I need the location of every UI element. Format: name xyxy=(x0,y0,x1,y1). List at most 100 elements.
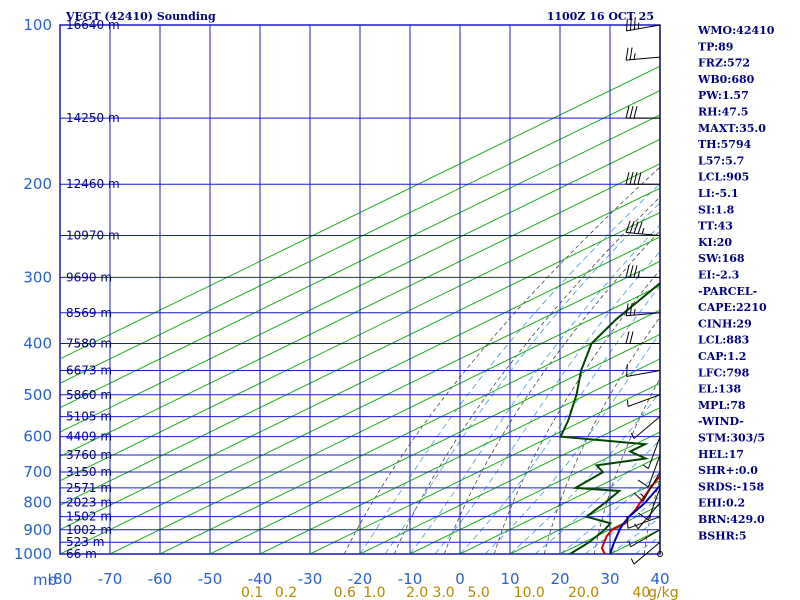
wind-barb-flag xyxy=(626,364,628,377)
wind-barb-flag xyxy=(629,331,634,344)
isotherm-0 xyxy=(459,455,660,554)
wind-barb xyxy=(625,106,660,119)
wind-barb-flag xyxy=(633,106,638,119)
wind-barb-flag xyxy=(625,220,631,233)
pressure-tick-label: 300 xyxy=(23,268,52,286)
pressure-tick-label: 800 xyxy=(23,494,52,512)
pressure-tick-label: 700 xyxy=(23,463,52,481)
wind-barb xyxy=(625,331,660,344)
height-label: 523 m xyxy=(66,535,104,549)
wind-barb-half xyxy=(642,464,649,470)
index-row: CINH:29 xyxy=(698,317,752,330)
wind-barb-staff xyxy=(626,232,661,237)
temperature-tick-label: 40 xyxy=(650,570,669,588)
isotherm--140 xyxy=(60,114,660,409)
pressure-tick-label: 400 xyxy=(23,334,52,352)
wind-barb xyxy=(637,454,661,488)
wind-barb xyxy=(625,265,660,278)
wind-barb-half xyxy=(633,53,636,60)
isotherm--160 xyxy=(60,65,660,360)
height-label: 1502 m xyxy=(66,510,112,524)
wind-barb xyxy=(657,551,663,557)
pressure-tick-label: 100 xyxy=(23,16,52,34)
wind-barb-staff xyxy=(626,312,661,317)
height-label: 4409 m xyxy=(66,430,112,444)
pressure-tick-label: 200 xyxy=(23,175,52,193)
pressure-tick-label: 500 xyxy=(23,386,52,404)
pressure-unit-label: mb xyxy=(33,571,57,589)
index-row: LCL:883 xyxy=(698,334,749,347)
index-row: SHR+:0.0 xyxy=(698,464,758,477)
wind-barb-half xyxy=(630,432,635,439)
wind-barb-flag xyxy=(629,303,633,316)
index-row: LFC:798 xyxy=(698,366,750,379)
height-label: 8569 m xyxy=(66,306,112,320)
height-label: 2571 m xyxy=(66,481,112,495)
index-row: TP:89 xyxy=(698,40,733,53)
index-row: RH:47.5 xyxy=(698,106,748,119)
wind-barb-flag xyxy=(637,221,643,234)
wind-barb xyxy=(625,220,661,237)
mixing-ratio-label: 40 xyxy=(632,585,650,600)
mixing-ratio-label: 3.0 xyxy=(432,585,454,600)
isotherm--130 xyxy=(60,138,660,433)
height-label: 10970 m xyxy=(66,229,120,243)
wind-barb-flag xyxy=(625,172,630,185)
height-label: 3150 m xyxy=(66,465,112,479)
index-row: LCL:905 xyxy=(698,171,749,184)
wind-barb xyxy=(625,47,661,61)
wind-barb xyxy=(626,364,661,377)
wind-barb xyxy=(626,515,661,529)
wind-barb-staff xyxy=(637,502,661,530)
isotherm--90 xyxy=(60,236,660,531)
wind-barb-flag xyxy=(629,106,634,119)
isotherm--80 xyxy=(60,260,660,554)
mixing-ratio-label: 0.6 xyxy=(334,585,356,600)
mixing-ratio-label: 5.0 xyxy=(467,585,489,600)
height-label: 5860 m xyxy=(66,388,112,402)
index-row: CAPE:2210 xyxy=(698,301,767,314)
index-row: BRN:429.0 xyxy=(698,513,765,526)
wind-barb-staff xyxy=(633,416,661,439)
wind-barb-flag xyxy=(633,172,638,185)
parcel-line xyxy=(609,484,660,554)
isotherm--60 xyxy=(159,309,660,554)
wind-barb-half xyxy=(637,271,640,278)
wind-barb xyxy=(630,416,661,439)
isotherm--20 xyxy=(359,407,660,554)
height-label: 9690 m xyxy=(66,270,112,284)
temperature-line xyxy=(600,474,660,554)
wind-barb-flag xyxy=(629,47,633,60)
height-label: 16640 m xyxy=(66,18,120,32)
moist-adiabat-0 xyxy=(459,285,660,554)
wind-calm-circle xyxy=(657,551,663,557)
wind-barb-staff xyxy=(626,370,661,377)
wind-barb xyxy=(625,172,660,185)
height-label: 6673 m xyxy=(66,364,112,378)
mixing-ratio-label: g/kg xyxy=(648,585,679,600)
wind-barb-staff xyxy=(626,24,661,32)
pressure-tick-label: 1000 xyxy=(14,545,52,563)
wind-barb-staff xyxy=(626,56,661,61)
temperature-tick-label: -60 xyxy=(148,570,173,588)
mixing-ratio-label: 1.0 xyxy=(363,585,385,600)
height-label: 5105 m xyxy=(66,410,112,424)
wind-barb xyxy=(628,529,661,548)
moist-adiabat-30 xyxy=(609,517,660,554)
wind-barb-flag xyxy=(625,47,629,61)
index-row: MAXT:35.0 xyxy=(698,122,766,135)
wind-barb xyxy=(630,541,661,565)
wind-barb xyxy=(634,502,661,530)
temperature-tick-label: -80 xyxy=(48,570,73,588)
height-label: 14250 m xyxy=(66,111,120,125)
wind-barb-half xyxy=(633,308,636,316)
pressure-tick-label: 600 xyxy=(23,428,52,446)
temperature-tick-label: 10 xyxy=(500,570,519,588)
index-row: BSHR:5 xyxy=(698,529,747,542)
index-row: HEL:17 xyxy=(698,448,744,461)
mixing-ratio-label: 20.0 xyxy=(568,585,599,600)
stability-indices-panel: WMO:42410 TP:89 FRZ:572 WB0:680 PW:1.57 RH:47… xyxy=(697,24,775,542)
height-label: 66 m xyxy=(66,547,97,561)
wind-barb xyxy=(626,394,661,407)
wind-barb-flag xyxy=(633,492,644,502)
